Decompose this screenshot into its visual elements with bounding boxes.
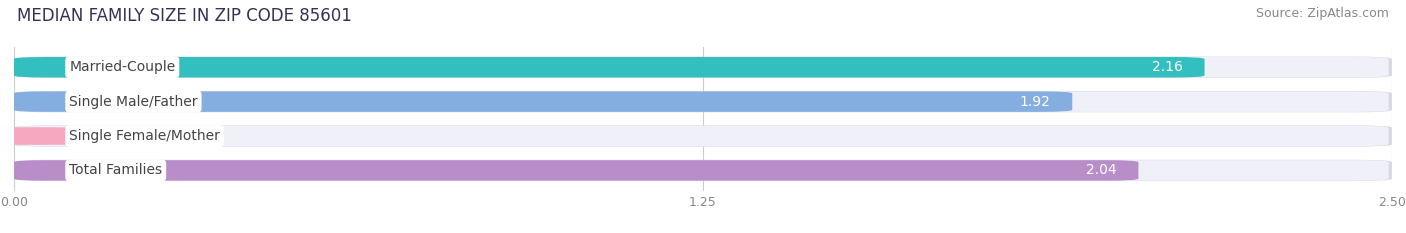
Text: Single Female/Mother: Single Female/Mother	[69, 129, 221, 143]
Text: Single Male/Father: Single Male/Father	[69, 95, 198, 109]
FancyBboxPatch shape	[14, 91, 1073, 112]
FancyBboxPatch shape	[14, 160, 1392, 181]
FancyBboxPatch shape	[14, 160, 1139, 181]
Text: 2.16: 2.16	[1152, 60, 1182, 74]
Text: Source: ZipAtlas.com: Source: ZipAtlas.com	[1256, 7, 1389, 20]
FancyBboxPatch shape	[14, 57, 1205, 78]
FancyBboxPatch shape	[17, 57, 1389, 78]
Circle shape	[0, 93, 166, 110]
FancyBboxPatch shape	[14, 57, 1392, 78]
Text: Total Families: Total Families	[69, 163, 162, 177]
Text: 1.92: 1.92	[1019, 95, 1050, 109]
Circle shape	[0, 128, 166, 144]
Circle shape	[0, 162, 166, 178]
FancyBboxPatch shape	[17, 91, 1389, 112]
Text: Married-Couple: Married-Couple	[69, 60, 176, 74]
FancyBboxPatch shape	[14, 91, 1392, 112]
FancyBboxPatch shape	[17, 160, 1389, 181]
Text: 2.04: 2.04	[1085, 163, 1116, 177]
FancyBboxPatch shape	[17, 126, 1389, 146]
Circle shape	[0, 59, 166, 75]
Text: 0.00: 0.00	[52, 129, 83, 143]
FancyBboxPatch shape	[14, 125, 1392, 147]
Text: MEDIAN FAMILY SIZE IN ZIP CODE 85601: MEDIAN FAMILY SIZE IN ZIP CODE 85601	[17, 7, 352, 25]
